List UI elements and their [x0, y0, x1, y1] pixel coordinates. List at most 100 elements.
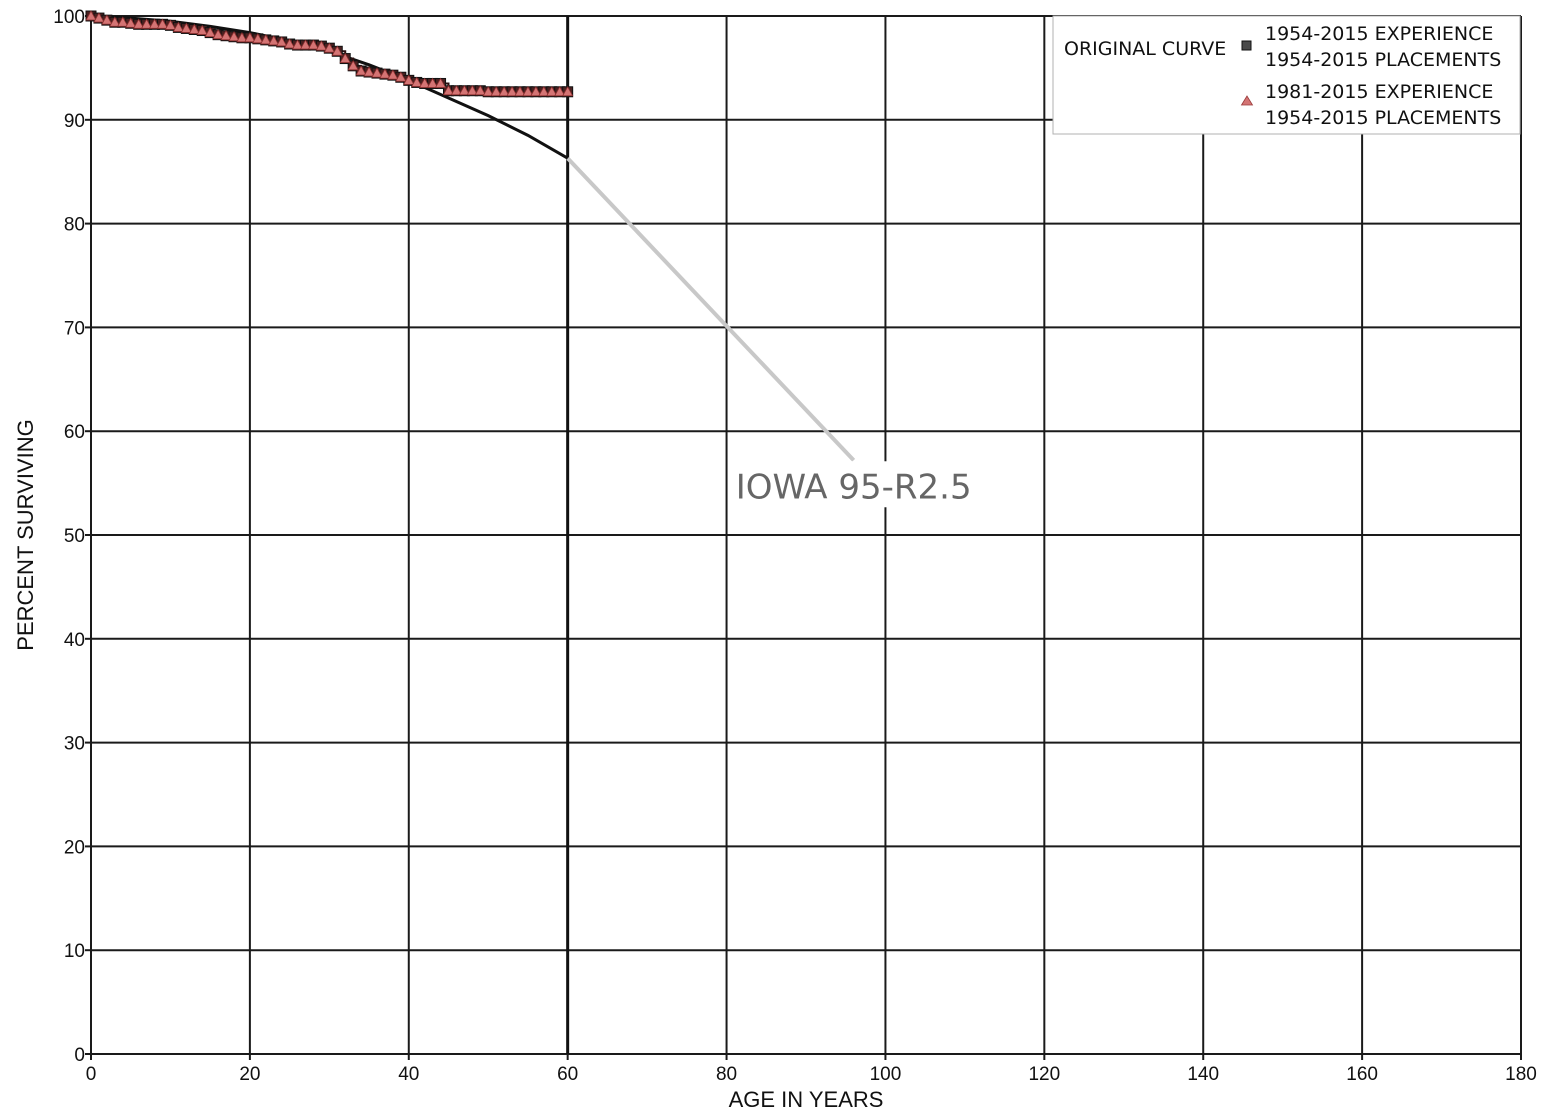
triangle-marker — [180, 22, 193, 33]
legend-series-2-line-2: 1954-2015 PLACEMENTS — [1265, 107, 1501, 129]
original-curve-extension-line — [566, 156, 856, 462]
x-tick-label: 40 — [398, 1064, 419, 1085]
triangle-marker — [561, 85, 574, 97]
x-tick-label: 160 — [1346, 1064, 1378, 1085]
triangle-marker — [156, 18, 169, 29]
triangle-marker — [418, 77, 431, 88]
triangle-marker — [117, 16, 129, 27]
x-axis-title: AGE IN YEARS — [729, 1087, 884, 1112]
triangle-marker — [212, 28, 224, 40]
triangle-marker — [268, 35, 280, 46]
y-tick-label: 10 — [64, 941, 85, 962]
x-tick-label: 60 — [557, 1064, 578, 1085]
triangle-marker — [347, 60, 359, 71]
legend-triangle-marker — [1240, 95, 1254, 106]
y-tick-label: 90 — [64, 111, 85, 132]
y-tick-label: 100 — [53, 7, 85, 28]
triangle-marker — [371, 67, 383, 78]
triangle-marker — [482, 85, 494, 97]
y-tick-label: 20 — [64, 837, 85, 858]
triangle-marker — [506, 85, 518, 97]
triangle-marker — [498, 85, 510, 97]
triangle-marker — [125, 17, 137, 28]
x-tick-label: 100 — [870, 1064, 902, 1085]
triangle-marker — [283, 38, 296, 49]
triangle-marker — [220, 29, 232, 41]
y-tick-label: 40 — [64, 630, 85, 651]
x-tick-label: 120 — [1028, 1064, 1060, 1085]
triangle-marker — [315, 40, 328, 51]
y-tick-label: 0 — [74, 1045, 85, 1066]
x-tick-label: 180 — [1505, 1064, 1537, 1085]
triangle-marker — [514, 85, 526, 97]
triangle-marker — [403, 74, 415, 85]
triangle-marker — [109, 16, 121, 27]
y-axis-title: PERCENT SURVIVING — [13, 419, 38, 650]
series-group — [90, 14, 856, 462]
triangle-marker — [458, 84, 471, 96]
grid — [85, 15, 1522, 1060]
triangle-marker — [450, 84, 463, 96]
y-tick-label: 60 — [64, 422, 85, 443]
triangle-marker — [538, 85, 550, 97]
triangle-marker — [148, 18, 161, 29]
annotation-label-background — [733, 461, 976, 508]
legend-series-1-line-2: 1954-2015 PLACEMENTS — [1265, 49, 1501, 71]
x-tick-labels: 0 20 40 60 80 100 120 140 160 180 — [86, 1064, 1537, 1085]
legend-original-curve-label: ORIGINAL CURVE — [1064, 38, 1226, 60]
triangle-marker — [331, 45, 343, 56]
y-tick-label: 80 — [64, 215, 85, 236]
triangle-marker — [395, 71, 407, 82]
triangle-marker — [275, 36, 288, 47]
triangle-marker — [93, 12, 105, 23]
triangle-marker — [355, 65, 367, 76]
triangle-marker — [164, 19, 177, 30]
triangle-marker — [339, 52, 351, 63]
triangle-marker — [546, 85, 558, 97]
triangle-marker — [434, 77, 447, 88]
triangle-marker — [426, 77, 439, 88]
legend-series-2-line-1: 1981-2015 EXPERIENCE — [1265, 81, 1493, 103]
y-tick-label: 70 — [64, 318, 85, 339]
triangle-marker — [291, 39, 304, 50]
triangle-marker — [196, 24, 208, 35]
triangle-marker — [522, 85, 534, 97]
triangle-marker — [260, 34, 272, 45]
triangle-marker — [244, 31, 256, 43]
triangle-marker — [299, 39, 312, 50]
data-markers — [85, 10, 574, 98]
triangle-marker — [466, 84, 479, 96]
triangle-marker — [474, 84, 486, 96]
triangle-marker — [323, 42, 336, 53]
triangle-marker — [101, 14, 113, 25]
triangle-marker — [188, 23, 200, 34]
x-tick-label: 80 — [716, 1064, 737, 1085]
triangle-marker — [379, 68, 391, 79]
legend: ORIGINAL CURVE 1954-2015 EXPERIENCE 1954… — [1052, 15, 1521, 135]
y-tick-label: 50 — [64, 526, 85, 547]
triangle-marker — [132, 18, 145, 29]
triangle-marker — [387, 69, 399, 80]
triangle-marker — [204, 26, 216, 38]
x-tick-label: 20 — [239, 1064, 260, 1085]
triangle-marker — [172, 21, 185, 32]
triangle-marker — [442, 84, 455, 96]
triangle-marker — [490, 85, 502, 97]
triangle-marker — [85, 10, 97, 21]
curve-annotation-label: IOWA 95-R2.5 — [736, 467, 972, 507]
triangle-marker — [252, 33, 264, 44]
legend-square-marker — [1241, 40, 1252, 51]
annotation-group: IOWA 95-R2.5 — [733, 461, 976, 508]
triangle-marker — [411, 76, 423, 87]
triangle-marker — [307, 39, 320, 50]
legend-series-1-line-1: 1954-2015 EXPERIENCE — [1265, 23, 1493, 45]
x-tick-label: 0 — [86, 1064, 97, 1085]
y-tick-labels: 0 10 20 30 40 50 60 70 80 90 100 — [53, 7, 85, 1066]
triangle-marker — [228, 30, 240, 42]
triangle-marker — [530, 85, 542, 97]
triangle-marker — [363, 66, 375, 77]
triangle-marker — [236, 31, 248, 43]
y-tick-label: 30 — [64, 734, 85, 755]
x-tick-label: 140 — [1187, 1064, 1219, 1085]
